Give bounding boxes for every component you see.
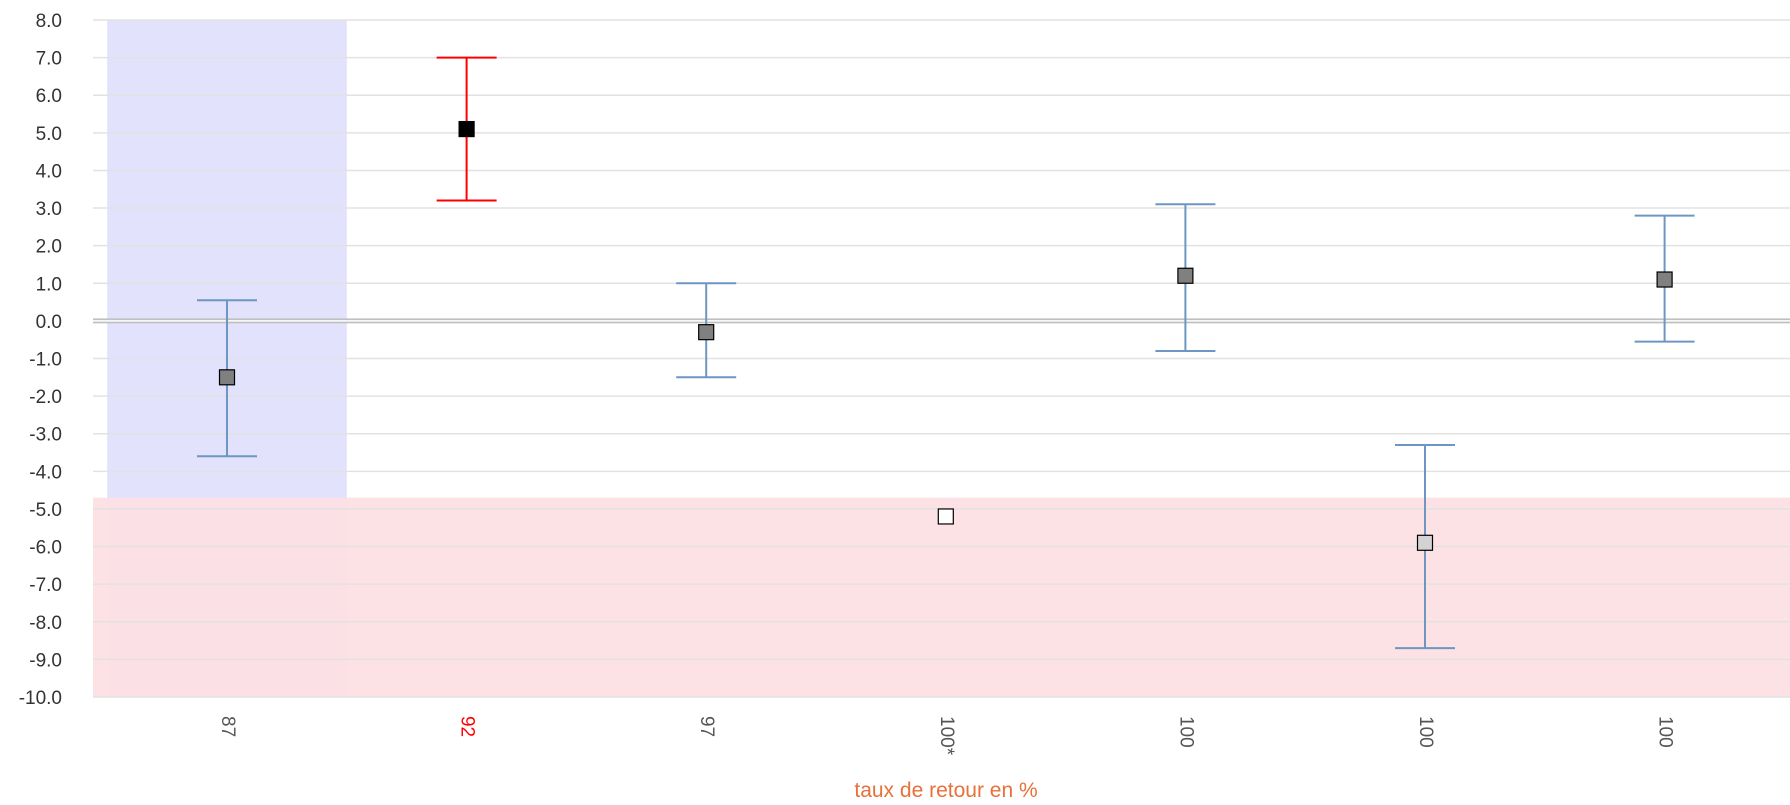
data-point bbox=[1416, 534, 1434, 551]
y-tick-label: -1.0 bbox=[29, 350, 62, 371]
y-tick-label: 7.0 bbox=[36, 49, 62, 70]
x-tick-label: 100* bbox=[936, 716, 957, 756]
y-tick-label: -3.0 bbox=[29, 425, 62, 446]
data-point bbox=[1656, 271, 1673, 288]
data-point bbox=[1177, 267, 1194, 284]
grid-layer bbox=[93, 19, 1790, 698]
data-point bbox=[458, 120, 475, 138]
y-tick-label: -8.0 bbox=[29, 613, 62, 634]
x-tick-label: 100 bbox=[1655, 716, 1676, 748]
y-tick-label: -2.0 bbox=[29, 387, 62, 408]
y-tick-label: 2.0 bbox=[36, 237, 62, 258]
y-tick-label: 5.0 bbox=[36, 124, 62, 145]
x-axis-title: taux de retour en % bbox=[854, 779, 1037, 800]
y-tick-label: 4.0 bbox=[36, 161, 62, 182]
lower-value-band bbox=[93, 497, 1790, 697]
y-tick-label: 8.0 bbox=[36, 11, 62, 32]
y-tick-label: 0.0 bbox=[36, 312, 62, 333]
data-point bbox=[698, 324, 715, 341]
y-tick-label: 6.0 bbox=[36, 86, 62, 107]
y-tick-label: -7.0 bbox=[29, 575, 62, 596]
x-axis-ticks: 87 92 97 100* 100 100 100 bbox=[217, 716, 1676, 756]
y-axis-ticks: 8.0 7.0 6.0 5.0 4.0 3.0 2.0 1.0 0.0 -1.0 -2.0 -3.0 -… bbox=[19, 11, 62, 709]
x-tick-label: 87 bbox=[217, 716, 238, 737]
x-tick-label: 92 bbox=[457, 716, 478, 737]
y-tick-label: -9.0 bbox=[29, 650, 62, 671]
x-tick-label: 97 bbox=[696, 716, 717, 737]
y-tick-label: 1.0 bbox=[36, 274, 62, 295]
y-tick-label: -5.0 bbox=[29, 500, 62, 521]
y-tick-label: -4.0 bbox=[29, 462, 62, 483]
data-point bbox=[218, 369, 236, 386]
data-point bbox=[937, 508, 954, 525]
points-layer bbox=[218, 120, 1673, 551]
x-tick-label: 100 bbox=[1175, 716, 1196, 748]
y-tick-label: -10.0 bbox=[19, 688, 62, 709]
y-tick-label: 3.0 bbox=[36, 199, 62, 220]
x-tick-label: 100 bbox=[1415, 716, 1436, 748]
y-tick-label: -6.0 bbox=[29, 538, 62, 559]
